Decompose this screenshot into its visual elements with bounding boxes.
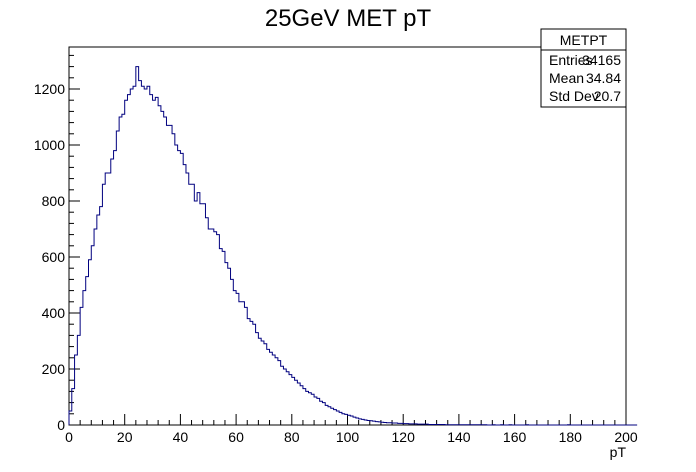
stats-stddev-value: 20.7 <box>594 88 621 104</box>
y-axis: 0 200 400 600 800 1000 1200 <box>34 54 80 433</box>
stats-box: METPT Entries 34165 Mean 34.84 Std Dev 2… <box>540 28 627 108</box>
histogram-series-line <box>68 66 638 426</box>
y-tick-label: 200 <box>42 361 66 377</box>
x-tick-label: 200 <box>614 429 638 445</box>
stats-mean-value: 34.84 <box>586 70 621 86</box>
x-tick-label: 80 <box>284 429 300 445</box>
y-tick-label: 1000 <box>34 137 65 153</box>
stats-box-frame <box>540 28 627 108</box>
stats-stddev-label: Std Dev <box>549 88 599 104</box>
y-tick-label: 600 <box>42 249 66 265</box>
chart-title: 25GeV MET pT <box>265 5 432 32</box>
x-tick-label: 0 <box>65 429 73 445</box>
y-tick-label: 800 <box>42 193 66 209</box>
stats-box-title: METPT <box>560 32 608 48</box>
stats-mean-label: Mean <box>549 70 584 86</box>
x-axis-label: pT <box>610 444 627 460</box>
x-tick-label: 180 <box>559 429 583 445</box>
y-tick-label: 1200 <box>34 81 65 97</box>
x-tick-label: 60 <box>228 429 244 445</box>
x-tick-label: 100 <box>336 429 360 445</box>
x-axis: 0 20 40 60 80 100 120 140 160 180 200 <box>65 414 638 445</box>
x-tick-label: 160 <box>503 429 527 445</box>
x-tick-label: 140 <box>447 429 471 445</box>
y-tick-label: 0 <box>57 417 65 433</box>
x-tick-label: 120 <box>392 429 416 445</box>
stats-entries-value: 34165 <box>582 52 621 68</box>
x-tick-label: 20 <box>117 429 133 445</box>
x-tick-label: 40 <box>173 429 189 445</box>
y-tick-label: 400 <box>42 305 66 321</box>
stats-entries-label: Entries <box>549 52 593 68</box>
